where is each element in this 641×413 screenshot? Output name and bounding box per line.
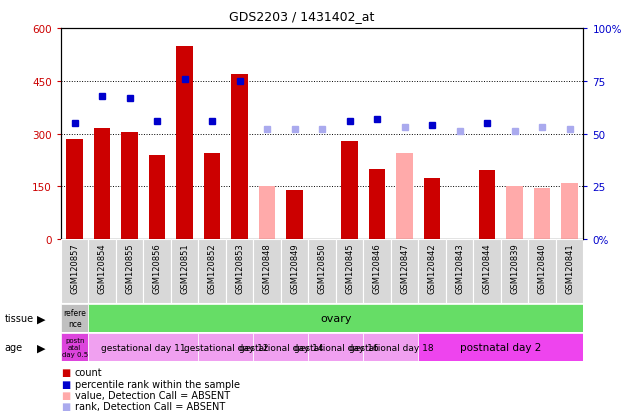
- Bar: [144, 240, 171, 304]
- Bar: [88, 240, 116, 304]
- Bar: [506, 187, 523, 240]
- Text: count: count: [75, 368, 103, 377]
- Bar: [149, 155, 165, 240]
- Text: refere
nce: refere nce: [63, 309, 86, 328]
- Text: GSM120854: GSM120854: [97, 243, 106, 293]
- Bar: [61, 333, 88, 361]
- Bar: [198, 240, 226, 304]
- Text: postnatal day 2: postnatal day 2: [460, 342, 542, 352]
- Text: gestational day 18: gestational day 18: [349, 343, 433, 352]
- Bar: [308, 240, 336, 304]
- Bar: [259, 187, 276, 240]
- Bar: [479, 171, 495, 240]
- Bar: [396, 154, 413, 240]
- Text: gestational day 14: gestational day 14: [238, 343, 323, 352]
- Text: percentile rank within the sample: percentile rank within the sample: [75, 379, 240, 389]
- Text: rank, Detection Call = ABSENT: rank, Detection Call = ABSENT: [75, 401, 225, 411]
- Text: GSM120848: GSM120848: [263, 243, 272, 293]
- Text: age: age: [4, 342, 22, 352]
- Text: GSM120849: GSM120849: [290, 243, 299, 293]
- Bar: [424, 178, 440, 240]
- Bar: [94, 129, 110, 240]
- Bar: [369, 169, 385, 240]
- Bar: [61, 304, 88, 332]
- Text: GSM120857: GSM120857: [70, 243, 79, 293]
- Bar: [88, 333, 198, 361]
- Bar: [231, 75, 248, 240]
- Bar: [204, 154, 221, 240]
- Text: ▶: ▶: [37, 342, 46, 352]
- Text: ■: ■: [61, 390, 70, 400]
- Text: ovary: ovary: [320, 313, 352, 323]
- Bar: [176, 47, 193, 240]
- Text: GSM120841: GSM120841: [565, 243, 574, 293]
- Bar: [363, 333, 419, 361]
- Text: ■: ■: [61, 379, 70, 389]
- Bar: [116, 240, 144, 304]
- Bar: [419, 240, 446, 304]
- Bar: [562, 183, 578, 240]
- Bar: [253, 333, 308, 361]
- Text: GSM120843: GSM120843: [455, 243, 464, 293]
- Bar: [419, 333, 583, 361]
- Bar: [336, 240, 363, 304]
- Text: GSM120844: GSM120844: [483, 243, 492, 293]
- Bar: [473, 240, 501, 304]
- Bar: [281, 240, 308, 304]
- Bar: [171, 240, 198, 304]
- Bar: [308, 333, 363, 361]
- Bar: [198, 333, 253, 361]
- Text: GSM120847: GSM120847: [400, 243, 409, 293]
- Text: GSM120839: GSM120839: [510, 243, 519, 293]
- Bar: [534, 189, 551, 240]
- Text: tissue: tissue: [4, 313, 33, 323]
- Bar: [287, 190, 303, 240]
- Text: GSM120840: GSM120840: [538, 243, 547, 293]
- Bar: [446, 240, 473, 304]
- Bar: [342, 141, 358, 240]
- Bar: [61, 240, 88, 304]
- Text: ■: ■: [61, 401, 70, 411]
- Text: value, Detection Call = ABSENT: value, Detection Call = ABSENT: [75, 390, 230, 400]
- Text: GSM120855: GSM120855: [125, 243, 134, 293]
- Text: GSM120846: GSM120846: [372, 243, 381, 293]
- Text: GDS2203 / 1431402_at: GDS2203 / 1431402_at: [229, 10, 374, 23]
- Bar: [528, 240, 556, 304]
- Bar: [121, 133, 138, 240]
- Text: gestational day 11: gestational day 11: [101, 343, 186, 352]
- Text: GSM120853: GSM120853: [235, 243, 244, 293]
- Text: GSM120850: GSM120850: [317, 243, 327, 293]
- Text: gestational day 16: gestational day 16: [294, 343, 378, 352]
- Text: GSM120851: GSM120851: [180, 243, 189, 293]
- Bar: [363, 240, 391, 304]
- Text: gestational day 12: gestational day 12: [183, 343, 268, 352]
- Bar: [391, 240, 419, 304]
- Text: GSM120856: GSM120856: [153, 243, 162, 293]
- Bar: [253, 240, 281, 304]
- Bar: [556, 240, 583, 304]
- Text: ▶: ▶: [37, 313, 46, 323]
- Text: GSM120845: GSM120845: [345, 243, 354, 293]
- Bar: [226, 240, 253, 304]
- Text: GSM120842: GSM120842: [428, 243, 437, 293]
- Text: GSM120852: GSM120852: [208, 243, 217, 293]
- Bar: [67, 140, 83, 240]
- Text: ■: ■: [61, 368, 70, 377]
- Text: postn
atal
day 0.5: postn atal day 0.5: [62, 337, 88, 357]
- Bar: [501, 240, 528, 304]
